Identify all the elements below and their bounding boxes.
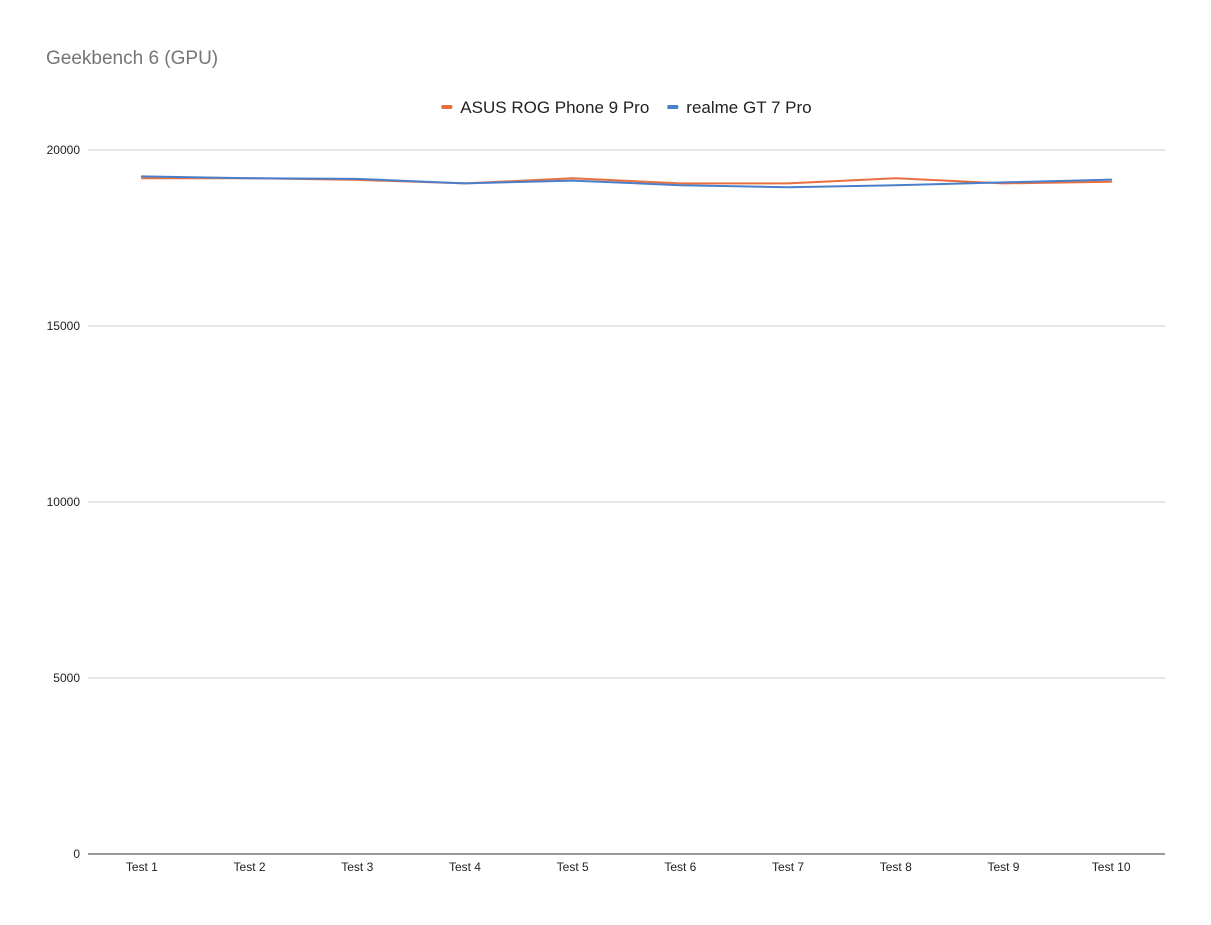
legend-item[interactable]: realme GT 7 Pro bbox=[667, 98, 812, 117]
data-point[interactable] bbox=[355, 177, 359, 181]
x-tick-label: Test 3 bbox=[341, 860, 373, 874]
series-layer bbox=[140, 174, 1113, 189]
x-tick-label: Test 6 bbox=[664, 860, 696, 874]
x-tick-label: Test 4 bbox=[449, 860, 481, 874]
series-line-2[interactable] bbox=[140, 175, 1113, 189]
y-tick-label: 5000 bbox=[53, 671, 80, 685]
y-tick-label: 10000 bbox=[47, 495, 81, 509]
x-tick-label: Test 5 bbox=[557, 860, 589, 874]
data-point[interactable] bbox=[140, 174, 144, 178]
x-tick-label: Test 8 bbox=[880, 860, 912, 874]
y-tick-label: 15000 bbox=[47, 319, 81, 333]
data-point[interactable] bbox=[678, 183, 682, 187]
axis-layer: 0 5000 10000 15000 20000 Test 1 Test 2 Test 3 Te… bbox=[47, 143, 1165, 874]
legend-label: ASUS ROG Phone 9 Pro bbox=[460, 98, 649, 117]
data-point[interactable] bbox=[571, 179, 575, 183]
data-point[interactable] bbox=[248, 176, 252, 180]
x-tick-label: Test 7 bbox=[772, 860, 804, 874]
x-tick-label: Test 2 bbox=[234, 860, 266, 874]
legend-swatch bbox=[441, 105, 453, 109]
data-point[interactable] bbox=[894, 176, 898, 180]
data-point[interactable] bbox=[1109, 178, 1113, 182]
legend-item[interactable]: ASUS ROG Phone 9 Pro bbox=[441, 98, 649, 117]
x-tick-label: Test 9 bbox=[987, 860, 1019, 874]
grid-layer bbox=[88, 149, 1165, 679]
legend-swatch bbox=[667, 105, 679, 109]
legend[interactable]: ASUS ROG Phone 9 Pro realme GT 7 Pro bbox=[441, 98, 812, 117]
legend-label: realme GT 7 Pro bbox=[686, 98, 811, 117]
data-point[interactable] bbox=[463, 181, 467, 185]
chart-title: Geekbench 6 (GPU) bbox=[46, 48, 218, 69]
x-tick-label: Test 10 bbox=[1092, 860, 1131, 874]
y-tick-label: 0 bbox=[73, 847, 80, 861]
data-point[interactable] bbox=[786, 181, 790, 185]
x-tick-label: Test 1 bbox=[126, 860, 158, 874]
data-point[interactable] bbox=[894, 183, 898, 187]
data-point[interactable] bbox=[1001, 180, 1005, 184]
y-tick-label: 20000 bbox=[47, 143, 81, 157]
data-point[interactable] bbox=[786, 185, 790, 189]
